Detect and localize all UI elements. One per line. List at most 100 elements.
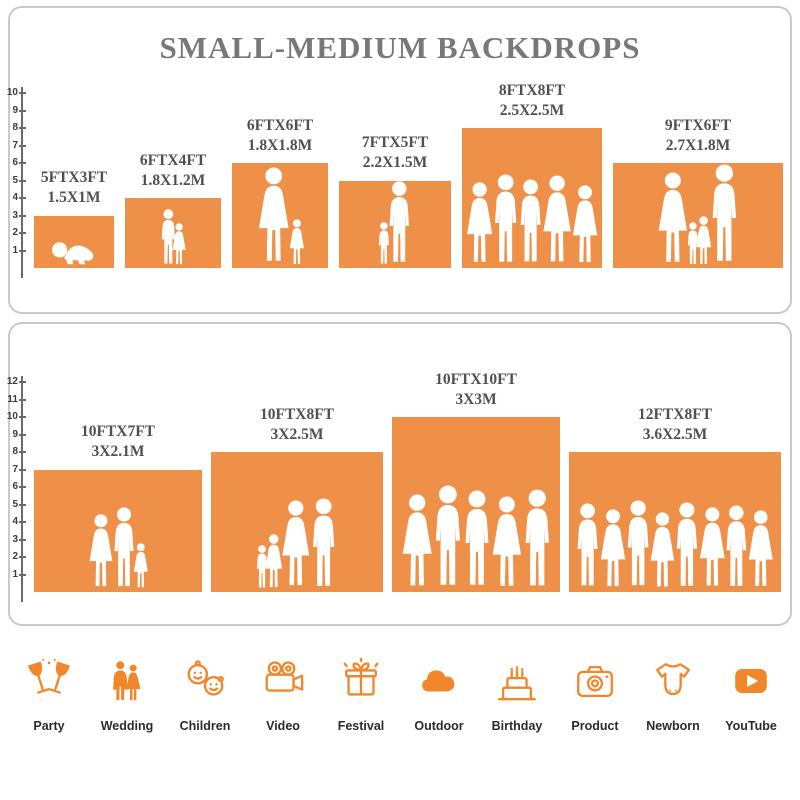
- party-icon: [28, 658, 70, 694]
- ruler-number: 1: [12, 244, 18, 256]
- ruler-number: 8: [12, 122, 18, 133]
- ruler-number: 5: [12, 174, 18, 186]
- panel-small-medium-top: SMALL-MEDIUM BACKDROPS 1 2 3 4 5 6 7 8 9 10 5FTX3…: [6, 6, 792, 314]
- category-outdoor: Outdoor: [400, 658, 478, 733]
- ruler-number: 3: [12, 533, 18, 545]
- category-label: Product: [571, 719, 619, 733]
- ruler-bottom: 1 2 3 4 5 6 7 8 9 10 11 12: [6, 376, 26, 602]
- ruler-number: 4: [12, 516, 18, 527]
- backdrop-size-label: 8FTX8FT 2.5X2.5M: [498, 81, 566, 119]
- ruler-number: 9: [12, 104, 18, 116]
- bars-row-bottom: 10FTX7FT 3X2.1M 10FTX8FT 3X2.5M 10FTX10FT 3X3…: [34, 370, 781, 592]
- category-product: Product: [556, 658, 634, 733]
- birthday-cake-icon: [498, 666, 536, 701]
- children-faces-icon: [187, 660, 224, 696]
- ruler-number: 5: [12, 498, 18, 510]
- backdrop-bar: [125, 198, 221, 268]
- backdrop-size-label: 6FTX4FT 1.8X1.2M: [139, 151, 207, 189]
- backdrop-bar: [462, 128, 602, 268]
- category-label: Newborn: [646, 719, 700, 733]
- backdrop-bar: [211, 452, 383, 592]
- backdrop-item: 10FTX10FT 3X3M: [392, 370, 560, 592]
- category-label: Children: [179, 719, 231, 733]
- category-newborn: Newborn: [634, 658, 712, 733]
- backdrop-size-label: 9FTX6FT 2.7X1.8M: [664, 116, 732, 154]
- category-label: Party: [33, 719, 65, 733]
- backdrop-size-label: 10FTX7FT 3X2.1M: [80, 423, 156, 461]
- backdrop-bar: [339, 180, 451, 268]
- category-label: Outdoor: [414, 719, 464, 733]
- ruler-number: 2: [12, 551, 18, 562]
- backdrop-item: 8FTX8FT 2.5X2.5M: [462, 81, 602, 268]
- ruler-number: 6: [12, 157, 18, 168]
- backdrop-bar: [392, 417, 560, 592]
- video-camera-icon: [265, 661, 304, 692]
- page-title: SMALL-MEDIUM BACKDROPS: [159, 30, 641, 65]
- backdrop-size-label: 7FTX5FT 2.2X1.5M: [361, 134, 429, 172]
- category-children: Children: [166, 658, 244, 733]
- person-silhouette: [748, 510, 773, 586]
- person-silhouette: [172, 222, 186, 264]
- ruler-number: 10: [6, 411, 18, 422]
- ruler-number: 2: [12, 227, 18, 238]
- backdrop-size-label: 12FTX8FT 3.6X2.5M: [637, 405, 713, 443]
- category-label: Birthday: [491, 719, 543, 733]
- backdrop-bar: [34, 215, 114, 268]
- ruler-number: 8: [12, 446, 18, 457]
- photo-camera-icon: [577, 665, 613, 698]
- backdrop-bar: [232, 163, 328, 268]
- category-row: Party Wedding: [10, 658, 790, 733]
- bars-row-top: 5FTX3FT 1.5X1M 6FTX4FT 1.8X1.2M 6FTX6FT 1.8X1…: [34, 81, 783, 268]
- baby-onesie-icon: [656, 663, 690, 696]
- backdrop-item: 10FTX7FT 3X2.1M: [34, 422, 202, 592]
- person-silhouette: [389, 181, 409, 262]
- panel-small-medium-bottom: 1 2 3 4 5 6 7 8 9 10 11 12 10FTX7FT 3X2.1M 10FTX8FT 3X…: [6, 322, 792, 626]
- backdrop-bar: [569, 452, 781, 592]
- backdrop-item: 7FTX5FT 2.2X1.5M: [339, 133, 451, 268]
- category-label: YouTube: [725, 719, 777, 733]
- cloud-icon: [422, 670, 455, 692]
- category-youtube: YouTube: [712, 658, 790, 733]
- ruler-number: 6: [12, 481, 18, 492]
- wedding-couple-icon: [113, 661, 141, 701]
- person-silhouette: [312, 498, 335, 586]
- ruler-number: 12: [6, 376, 18, 387]
- person-silhouette: [525, 489, 549, 585]
- category-wedding: Wedding: [88, 658, 166, 733]
- category-label: Festival: [337, 719, 385, 733]
- backdrop-item: 10FTX8FT 3X2.5M: [211, 405, 383, 592]
- category-label: Wedding: [100, 719, 154, 733]
- youtube-play-icon: [735, 669, 767, 693]
- ruler-number: 7: [12, 139, 18, 151]
- backdrop-item: 6FTX6FT 1.8X1.8M: [232, 116, 328, 268]
- ruler-number: 4: [12, 192, 18, 203]
- category-birthday: Birthday: [478, 658, 556, 733]
- backdrop-size-label: 10FTX10FT 3X3M: [435, 370, 517, 408]
- gift-icon: [343, 658, 379, 696]
- backdrop-item: 5FTX3FT 1.5X1M: [34, 168, 114, 268]
- ruler-number: 9: [12, 428, 18, 440]
- backdrop-size-label: 10FTX8FT 3X2.5M: [259, 405, 335, 443]
- person-silhouette: [289, 219, 304, 264]
- category-label: Video: [266, 719, 300, 733]
- backdrop-item: 6FTX4FT 1.8X1.2M: [125, 151, 221, 268]
- backdrop-bar: [613, 163, 783, 268]
- person-silhouette: [712, 164, 737, 261]
- ruler-number: 3: [12, 209, 18, 221]
- backdrop-size-label: 6FTX6FT 1.8X1.8M: [246, 116, 314, 154]
- backdrop-item: 9FTX6FT 2.7X1.8M: [613, 116, 783, 268]
- ruler-top: 1 2 3 4 5 6 7 8 9 10: [6, 87, 26, 278]
- person-silhouette: [572, 185, 598, 262]
- ruler-number: 10: [6, 87, 18, 98]
- category-festival: Festival: [322, 658, 400, 733]
- ruler-number: 7: [12, 463, 18, 475]
- backdrop-bar: [34, 469, 202, 592]
- ruler-number: 11: [7, 393, 18, 405]
- category-video: Video: [244, 658, 322, 733]
- backdrop-size-label: 5FTX3FT 1.5X1M: [40, 169, 108, 207]
- backdrop-item: 12FTX8FT 3.6X2.5M: [569, 405, 781, 592]
- person-silhouette: [133, 543, 148, 588]
- category-party: Party: [10, 658, 88, 733]
- person-silhouette: [51, 242, 94, 265]
